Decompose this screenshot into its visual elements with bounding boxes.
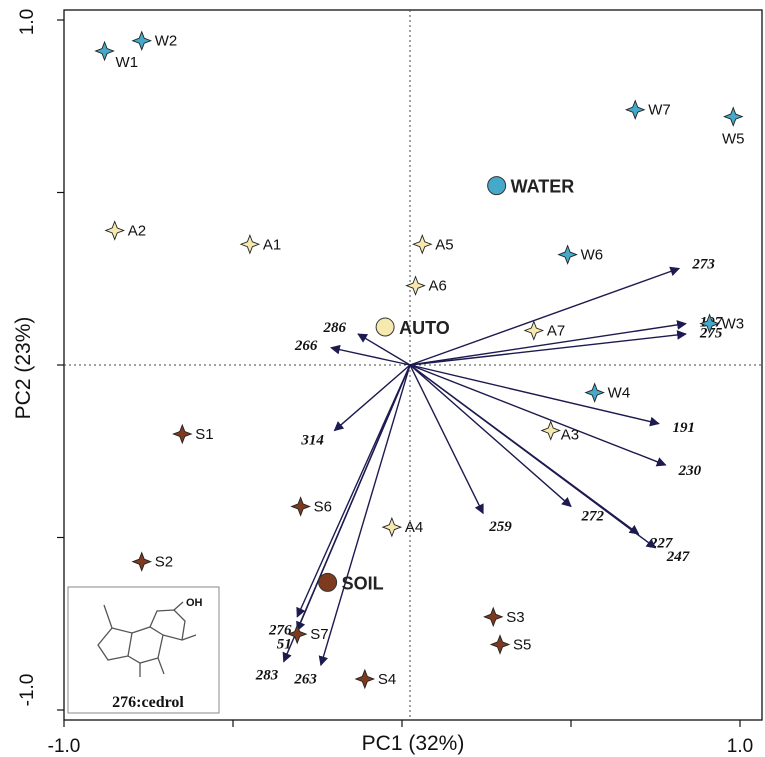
loading-vector-263	[318, 364, 411, 667]
sample-point-W7	[624, 99, 646, 120]
sample-point-label: S3	[506, 609, 524, 626]
loading-vectors: 2731972751912302272472722592862663142765…	[255, 257, 723, 688]
loading-vector-label: 286	[323, 320, 347, 336]
sample-point-label: A1	[263, 236, 281, 253]
sample-point-W6	[557, 244, 578, 265]
y-axis-ticks	[57, 19, 64, 711]
loading-vector-label: 275	[699, 325, 723, 341]
sample-point-A7	[523, 320, 545, 341]
loading-vector-label: 191	[673, 420, 696, 436]
inset-oh-label: OH	[186, 597, 203, 609]
loading-vector-label: 266	[294, 338, 318, 354]
sample-point-A2	[104, 220, 125, 241]
sample-point-W2	[131, 30, 152, 51]
sample-point-W1	[94, 40, 115, 62]
sample-point-label: A6	[429, 278, 447, 295]
loading-vector-266	[330, 344, 411, 366]
loading-vector-label: 259	[488, 519, 512, 535]
sample-point-label: W7	[648, 102, 671, 119]
sample-point-label: S4	[378, 671, 396, 688]
sample-point-A1	[239, 233, 261, 255]
loading-vector-label: 276	[268, 623, 292, 639]
sample-point-label: W1	[116, 54, 139, 71]
sample-point-label: W5	[722, 131, 745, 148]
sample-point-label: S7	[310, 626, 328, 643]
sample-point-W4	[584, 382, 605, 403]
sample-point-S5	[489, 634, 511, 655]
group-centroids: WATER AUTO SOIL	[318, 176, 575, 593]
sample-point-S2	[131, 551, 152, 572]
sample-point-S3	[483, 606, 504, 628]
loading-vector-label: 314	[300, 433, 324, 449]
sample-point-A5	[412, 233, 433, 255]
x-axis-title: PC1 (32%)	[362, 732, 465, 755]
group-centroid-label: SOIL	[342, 573, 384, 593]
sample-point-label: W4	[608, 385, 631, 402]
loading-vector-272	[409, 364, 572, 508]
y-tick-label-min: -1.0	[17, 674, 38, 707]
sample-point-label: S1	[195, 426, 213, 443]
sample-point-label: W3	[722, 316, 745, 333]
loading-vector-197	[409, 320, 687, 366]
loading-vector-275	[409, 330, 687, 366]
x-tick-label-max: 1.0	[727, 736, 753, 757]
sample-point-label: A3	[561, 427, 579, 444]
x-axis-ticks	[63, 720, 741, 727]
sample-points: W1 W2 W3 W4 W5 W6 W7 A1 A2 A3 A4 A5 A6 A7 S1 S2 S3 S4 S5 S6…	[94, 30, 745, 690]
loading-vector-314	[333, 364, 411, 432]
sample-point-label: A7	[547, 323, 565, 340]
inset-caption: 276:cedrol	[112, 694, 184, 711]
loading-vector-label: 51	[277, 637, 292, 653]
sample-point-label: A2	[128, 222, 146, 239]
cedrol-inset: OH 276:cedrol	[67, 586, 220, 714]
x-tick-label-min: -1.0	[48, 736, 81, 757]
sample-point-label: W6	[581, 247, 604, 264]
loading-vector-label: 272	[581, 509, 605, 525]
loading-vector-191	[409, 364, 660, 427]
y-tick-label-max: 1.0	[17, 9, 38, 35]
sample-point-label: S2	[155, 554, 173, 571]
loading-vector-label: 263	[293, 672, 317, 688]
loading-vector-286	[357, 333, 411, 366]
group-centroid-water	[487, 176, 507, 196]
loading-vector-label: 247	[666, 549, 690, 565]
loading-vector-label: 230	[678, 463, 702, 479]
sample-point-A4	[381, 516, 403, 538]
loading-vector-283	[282, 364, 411, 663]
group-centroid-label: AUTO	[399, 318, 450, 338]
sample-point-S4	[354, 668, 376, 690]
loading-vector-label: 283	[255, 668, 279, 684]
loading-vector-276	[296, 364, 411, 618]
sample-point-W5	[722, 106, 744, 127]
group-centroid-auto	[375, 317, 395, 337]
loading-vector-247	[409, 364, 657, 549]
loading-vector-230	[409, 364, 667, 467]
cedrol-structure-drawing	[97, 601, 197, 677]
sample-point-S1	[172, 423, 193, 445]
sample-point-S6	[290, 496, 311, 517]
sample-point-label: S6	[314, 498, 332, 515]
group-centroid-label: WATER	[511, 177, 575, 197]
inset-frame	[67, 586, 220, 714]
loading-vector-259	[409, 364, 484, 515]
sample-point-A6	[405, 275, 426, 296]
sample-point-label: A4	[405, 519, 423, 536]
sample-point-label: A5	[435, 236, 453, 253]
loading-vector-label: 273	[691, 257, 715, 273]
y-axis-title: PC2 (23%)	[12, 317, 35, 420]
sample-point-label: S5	[513, 636, 531, 653]
loading-vector-273	[409, 266, 681, 366]
sample-point-label: W2	[155, 33, 178, 50]
sample-point-S7	[286, 623, 308, 645]
sample-point-A3	[540, 420, 561, 441]
group-centroid-soil	[318, 572, 338, 592]
sample-point-W3	[699, 313, 720, 334]
